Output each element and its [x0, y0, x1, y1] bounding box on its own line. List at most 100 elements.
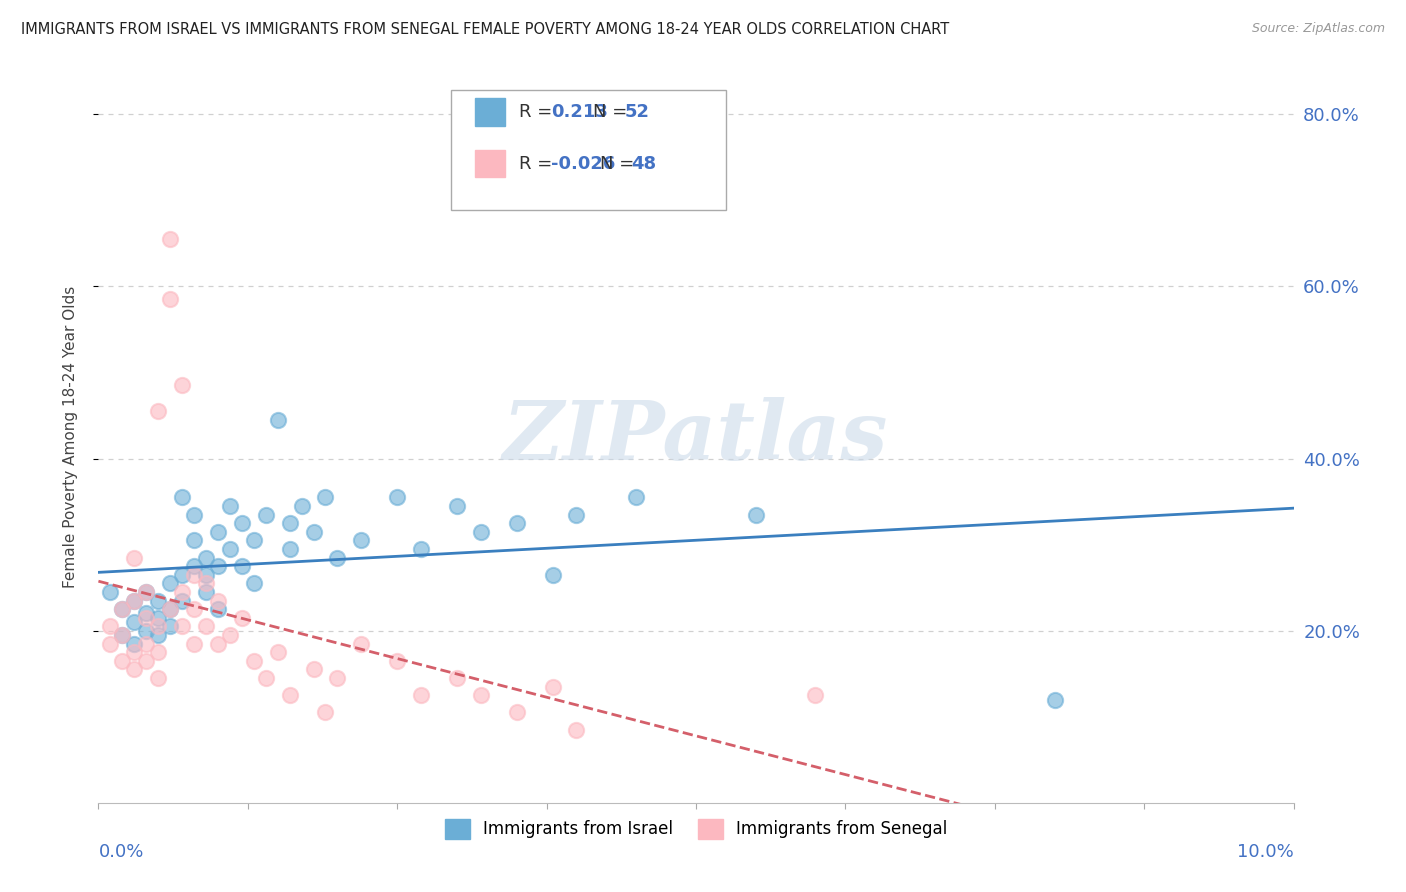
Point [111, 628, 134, 642]
Point [804, 688, 827, 702]
Bar [475, 150, 505, 178]
Point [111, 628, 134, 642]
Text: ZIPatlas: ZIPatlas [503, 397, 889, 477]
Point [745, 508, 768, 522]
Point [267, 645, 290, 659]
Point [148, 593, 170, 607]
Point [148, 671, 170, 685]
Point [231, 559, 253, 574]
Point [254, 671, 277, 685]
Point [470, 524, 492, 539]
FancyBboxPatch shape [451, 90, 725, 211]
Point [98, 619, 122, 633]
Point [207, 602, 229, 616]
Point [446, 499, 468, 513]
Point [326, 550, 349, 565]
Point [541, 680, 564, 694]
Bar [475, 98, 505, 127]
Text: 48: 48 [631, 154, 657, 172]
Point [195, 550, 218, 565]
Point [278, 516, 301, 530]
Point [148, 611, 170, 625]
Point [506, 516, 529, 530]
Point [148, 645, 170, 659]
Text: 0.213: 0.213 [551, 103, 609, 121]
Point [195, 576, 218, 591]
Point [159, 602, 181, 616]
Legend: Immigrants from Israel, Immigrants from Senegal: Immigrants from Israel, Immigrants from … [437, 812, 955, 846]
Point [291, 499, 314, 513]
Point [350, 533, 373, 548]
Point [326, 671, 349, 685]
Point [124, 662, 146, 676]
Point [626, 491, 648, 505]
Point [172, 567, 194, 582]
Point [506, 706, 529, 720]
Point [470, 688, 492, 702]
Point [135, 611, 157, 625]
Point [302, 524, 325, 539]
Point [207, 593, 229, 607]
Point [219, 628, 242, 642]
Point [385, 491, 409, 505]
Point [124, 550, 146, 565]
Point [135, 585, 157, 599]
Point [172, 585, 194, 599]
Point [98, 585, 122, 599]
Point [195, 567, 218, 582]
Point [385, 654, 409, 668]
Text: R =: R = [519, 154, 558, 172]
Point [219, 541, 242, 556]
Text: N =: N = [593, 103, 633, 121]
Point [172, 593, 194, 607]
Text: N =: N = [600, 154, 640, 172]
Point [135, 585, 157, 599]
Point [172, 378, 194, 392]
Point [124, 637, 146, 651]
Point [231, 516, 253, 530]
Point [254, 508, 277, 522]
Point [172, 491, 194, 505]
Point [243, 576, 266, 591]
Point [183, 637, 205, 651]
Point [446, 671, 468, 685]
Point [148, 619, 170, 633]
Point [302, 662, 325, 676]
Point [159, 293, 181, 307]
Point [135, 654, 157, 668]
Point [183, 559, 205, 574]
Text: 0.0%: 0.0% [98, 843, 143, 861]
Point [159, 619, 181, 633]
Point [159, 602, 181, 616]
Point [183, 533, 205, 548]
Point [148, 404, 170, 418]
Point [565, 508, 588, 522]
Point [159, 576, 181, 591]
Point [231, 611, 253, 625]
Point [111, 654, 134, 668]
Point [278, 688, 301, 702]
Point [195, 619, 218, 633]
Point [1043, 692, 1066, 706]
Point [541, 567, 564, 582]
Point [111, 602, 134, 616]
Point [207, 637, 229, 651]
Point [172, 619, 194, 633]
Point [195, 585, 218, 599]
Point [98, 637, 122, 651]
Point [111, 602, 134, 616]
Point [207, 559, 229, 574]
Point [243, 654, 266, 668]
Point [124, 615, 146, 629]
Text: 52: 52 [624, 103, 650, 121]
Text: R =: R = [519, 103, 558, 121]
Point [267, 413, 290, 427]
Point [411, 541, 433, 556]
Point [124, 593, 146, 607]
Point [135, 637, 157, 651]
Point [135, 624, 157, 638]
Point [148, 628, 170, 642]
Point [159, 232, 181, 246]
Point [183, 567, 205, 582]
Point [350, 637, 373, 651]
